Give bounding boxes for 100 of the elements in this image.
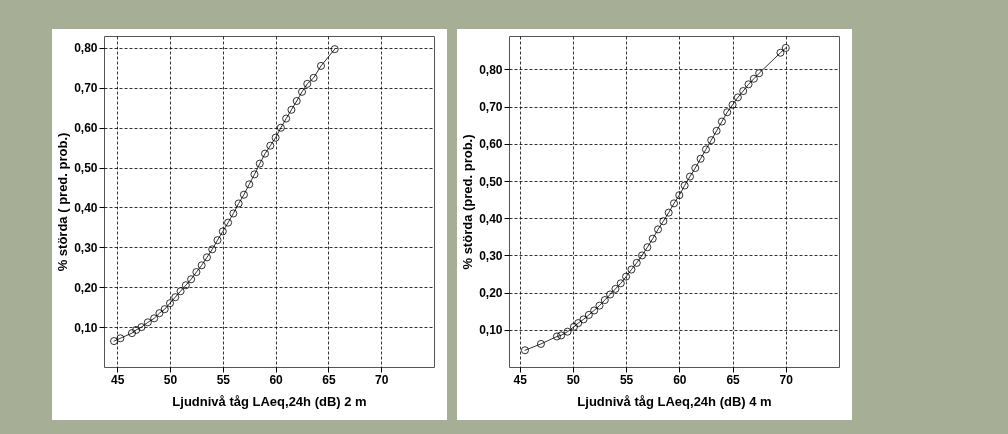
point [574,319,583,328]
y-tick-label: 0,60 [74,121,98,136]
point [622,272,631,281]
x-axis-title: Ljudnivå tåg LAeq,24h (dB) 4 m [577,393,772,409]
point [606,290,615,299]
x-tick-label: 45 [111,372,125,387]
x-tick-label: 55 [216,372,231,387]
point [303,79,312,88]
y-tick-label: 0,20 [479,286,503,301]
point [137,323,146,332]
point [691,164,700,172]
point [570,322,578,331]
x-tick-label: 65 [322,372,336,387]
point [128,329,136,338]
point [298,87,306,96]
point [208,245,217,254]
point [132,325,141,334]
point [234,199,243,208]
x-tick-label: 50 [163,372,178,387]
point [616,279,625,288]
x-tick-label: 60 [673,372,687,387]
point [224,218,233,227]
point [648,234,657,243]
point [584,311,593,319]
y-tick-label: 0,30 [74,240,98,255]
point [250,170,259,179]
point [702,145,710,154]
point [309,73,318,82]
y-tick-label: 0,20 [74,280,98,295]
point [276,123,285,132]
x-tick-label: 60 [269,372,284,387]
point [181,281,190,290]
point [670,199,678,208]
point [218,227,227,236]
point [197,261,206,270]
x-tick-label: 45 [513,372,528,387]
point [213,236,222,245]
y-tick-label: 0,80 [74,41,98,56]
point [176,287,185,296]
y-tick-label: 0,40 [74,200,98,215]
x-tick-label: 65 [726,372,741,387]
point [203,253,211,262]
point [659,217,668,226]
y-tick-label: 0,10 [74,320,98,335]
point [166,299,174,308]
point [160,305,169,314]
point [696,154,705,163]
x-tick-label: 55 [619,372,634,387]
point [643,243,652,252]
point [611,284,620,293]
y-axis-title: % störda ( pred. prob.) [55,132,71,272]
point [707,136,716,145]
point [287,105,296,114]
point [717,117,726,126]
point [192,268,201,277]
x-tick-label: 70 [779,372,794,387]
y-tick-label: 0,50 [479,174,503,189]
point [521,346,529,355]
y-tick-label: 0,70 [479,100,503,115]
x-tick-label: 70 [375,372,389,387]
point [739,87,748,95]
point [723,108,732,117]
point [150,314,159,323]
point [664,208,673,217]
point [675,191,684,200]
point [712,126,721,135]
point [261,149,269,158]
y-tick-label: 0,50 [74,161,98,176]
point [110,337,118,346]
point [171,293,180,302]
point [537,340,545,348]
point [654,225,662,234]
x-tick-label: 50 [566,372,581,387]
point [632,258,641,267]
point [143,318,152,327]
point [590,306,599,315]
point [266,141,275,150]
point [579,315,588,324]
y-tick-label: 0,30 [479,248,503,263]
x-axis-title: Ljudnivå tåg LAeq,24h (dB) 2 m [172,393,367,409]
point [563,327,572,336]
point [595,301,604,310]
point [255,159,264,168]
point [271,133,280,142]
point [744,80,753,89]
point [627,265,636,274]
point [638,251,646,260]
point [187,275,196,284]
y-tick-label: 0,80 [479,62,503,77]
point [155,309,164,318]
y-tick-label: 0,70 [74,81,98,96]
point [749,74,758,83]
point [680,181,689,190]
point [282,114,291,123]
point [755,69,764,78]
point [292,97,301,105]
y-tick-label: 0,60 [479,137,503,152]
point [239,190,248,199]
y-tick-label: 0,10 [479,323,503,338]
point [245,180,254,189]
